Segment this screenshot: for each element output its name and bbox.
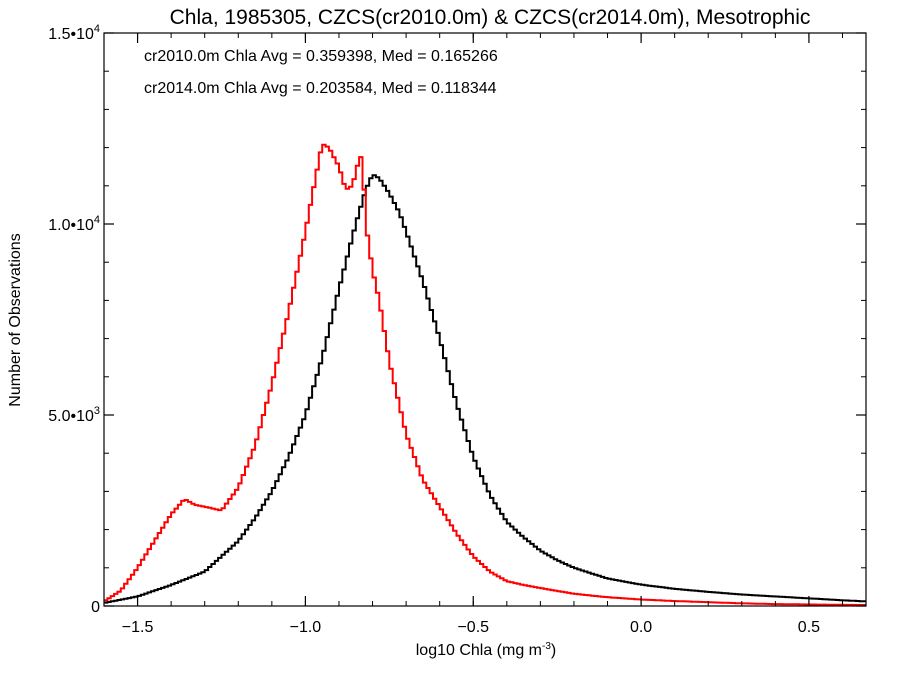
x-axis-ticks: −1.5 −1.0 −0.5 0.0 0.5 bbox=[103, 33, 844, 636]
y-tick-label: 5.0•103 bbox=[48, 405, 100, 425]
annotation-black-stats: cr2010.0m Chla Avg = 0.359398, Med = 0.1… bbox=[144, 48, 498, 65]
x-axis-label-main: log10 Chla (mg m bbox=[416, 642, 542, 659]
x-tick-label: −1.5 bbox=[122, 619, 154, 636]
y-axis-label: Number of Observations bbox=[7, 233, 24, 406]
x-axis-label-end: ) bbox=[551, 642, 556, 659]
x-axis-label: log10 Chla (mg m-3) bbox=[416, 641, 557, 659]
annotation-red-stats: cr2014.0m Chla Avg = 0.203584, Med = 0.1… bbox=[144, 80, 497, 97]
x-tick-label: 0.0 bbox=[630, 619, 652, 636]
series-line-0 bbox=[104, 174, 866, 604]
x-tick-label: −1.0 bbox=[290, 619, 322, 636]
y-axis-ticks: 0 5.0•103 1.0•104 1.5•104 bbox=[48, 23, 866, 616]
series-layer bbox=[104, 143, 866, 606]
y-tick-label: 0 bbox=[91, 599, 100, 616]
plot-frame bbox=[103, 32, 867, 607]
x-tick-label: −0.5 bbox=[457, 619, 489, 636]
series-line-1 bbox=[104, 143, 866, 606]
y-tick-label: 1.5•104 bbox=[48, 23, 100, 43]
chart-title: Chla, 1985305, CZCS(cr2010.0m) & CZCS(cr… bbox=[170, 6, 811, 29]
y-tick-label: 1.0•104 bbox=[48, 214, 100, 234]
x-tick-label: 0.5 bbox=[798, 619, 820, 636]
x-axis-label-sup: -3 bbox=[542, 641, 551, 652]
